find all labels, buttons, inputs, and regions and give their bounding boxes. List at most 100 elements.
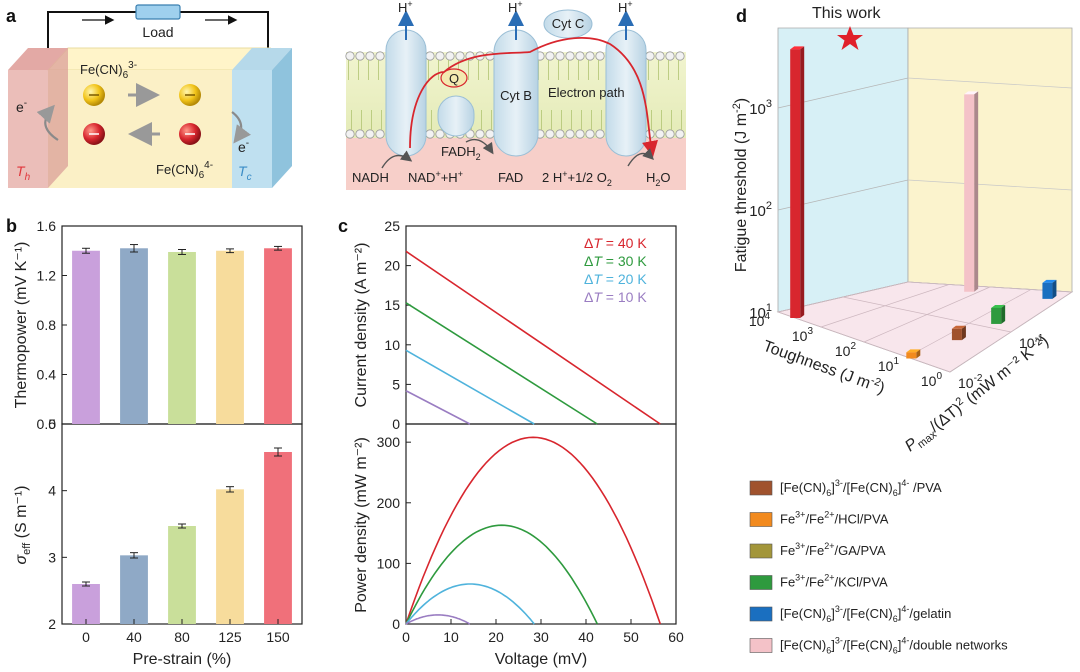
bar-80 [168,251,196,424]
electron-arrow-cold [231,111,251,144]
lipid-head-top [645,51,655,61]
bar3d-top-1 [964,91,979,95]
lipid-head-bottom [655,129,665,139]
lipid-head-top [355,51,365,61]
toughness-tick-label: 101 [878,356,900,374]
ytick-label: 5 [48,416,56,432]
toughness-tick-label: 102 [835,341,857,359]
lipid-head-top [595,51,605,61]
bar3d-top-4 [991,304,1006,308]
power-curve-series-1 [405,524,599,625]
lipid-head-bottom [425,129,435,139]
bar3d-side-2 [916,349,921,359]
plot-c-bottom-marks: 0 100 200 300 0 10 20 30 40 50 60 [377,434,684,645]
bar3d-side-4 [1001,304,1006,324]
bar3d-front-2 [906,352,917,359]
ytick-label: 4 [48,483,56,499]
lipid-head-bottom [665,129,675,139]
plot-c-top-marks: 0 5 10 15 20 25 [384,218,661,432]
bar3d-side-3 [961,325,966,341]
panel-letter-d: d [736,6,747,26]
q-pool [440,68,468,88]
bar3d-side-5 [1052,279,1057,299]
bar-0 [72,250,100,424]
cold-electrode-side [272,48,292,188]
plot-c-xlabel: Voltage (mV) [495,651,587,668]
floor-gridline-pmax [777,311,951,373]
legend-swatch-2 [749,543,773,559]
gel-front-face [48,70,250,188]
lipid-head-top [545,51,555,61]
membrane-schematic: H+ H+ H+ Q Cyt C Cyt B Electron path FAD… [345,0,686,190]
reaction-label: 2 H++1/2 O2 [542,169,612,188]
cold-temp-label: Tc [238,163,252,183]
bar-40 [120,248,148,424]
bar3d-front-4 [991,307,1002,324]
nad-label: NAD++H+ [408,169,463,185]
pmax-tick-label: 10-1 [1019,333,1044,351]
plot-d-zlabel: Fatigue threshold (J m-2) [731,98,750,272]
cyt-b-label: Cyt B [500,88,532,103]
ox-species-label: Fe(CN)63- [80,60,137,81]
plot-d-back-wall-right [907,27,1073,293]
lipid-head-top [455,51,465,61]
panel-letter-b: b [6,216,17,236]
ytick-label: 0 [392,416,400,432]
load-label: Load [142,24,173,40]
xtick-label: 0 [82,629,90,645]
legend-label-5: [Fe(CN)6]3-/[Fe(CN)6]4-/double networks [780,636,1008,656]
current-line-series-3 [405,390,471,425]
panel-letter-c: c [338,216,348,236]
lipid-head-top [445,51,455,61]
bar-40 [120,555,148,624]
ytick-label: 15 [384,297,400,313]
toughness-tick-label: 104 [749,311,771,329]
hot-electrode [8,70,48,188]
bar-150 [264,452,292,624]
power-curve-series-0 [405,436,662,625]
current-line-series-1 [405,302,598,425]
plot-c-top-ylabel: Current density (A m⁻²) [353,243,370,408]
bar3d-front-0 [790,49,801,319]
legend-label-4: [Fe(CN)6]3-/[Fe(CN)6]4-/gelatin [780,604,951,624]
hot-temp-label: Th [16,163,31,183]
fadh2-label: FADH2 [441,144,481,162]
plot-b-top-ylabel: Thermopower (mV K⁻¹) [13,242,30,409]
z-tick-label: 101 [749,302,772,322]
ytick-label: 0.8 [37,317,57,333]
panel-a: a Load e- e- Fe(CN)63- [6,0,686,190]
nadh-arrow [381,150,413,169]
electron-label-hot: e- [16,98,27,115]
cyt-c-label: Cyt C [552,16,585,31]
xtick-label: 40 [126,629,142,645]
xtick-label: 0 [402,629,410,645]
plot-c-bottom-ylabel: Power density (mW m⁻²) [353,437,370,613]
ytick-label: 0.4 [37,367,57,383]
legend-entry-20k: ΔT = 20 K [584,271,647,287]
xtick-label: 60 [668,629,684,645]
bar3d-side-1 [974,91,979,292]
lipid-head-top [565,51,575,61]
legend-entry-40k: ΔT = 40 K [584,235,647,251]
current-line-series-2 [405,349,535,425]
lipid-head-bottom [595,129,605,139]
floor-gridline-pmax [842,296,1012,333]
z-tick-label: 102 [749,200,772,220]
panel-b: b 0.0 0.4 0.8 1.2 1.6 2 3 4 5 0 40 80 125 150 Thermo… [6,216,303,668]
bar-125 [216,250,244,424]
ytick-label: 25 [384,218,400,234]
ytick-label: 5 [392,376,400,392]
bar3d-front-3 [951,328,962,341]
fadh2-arrow [465,138,494,155]
lipid-head-bottom [555,129,565,139]
power-curve-series-3 [405,614,471,625]
lipid-head-bottom [585,129,595,139]
bar-125 [216,489,244,624]
ytick-label: 300 [377,434,401,450]
load-resistor [135,4,181,20]
z-tick-label: 103 [749,98,772,118]
proton-label-1: H+ [398,0,413,15]
this-work-annotation: This work [812,5,881,22]
